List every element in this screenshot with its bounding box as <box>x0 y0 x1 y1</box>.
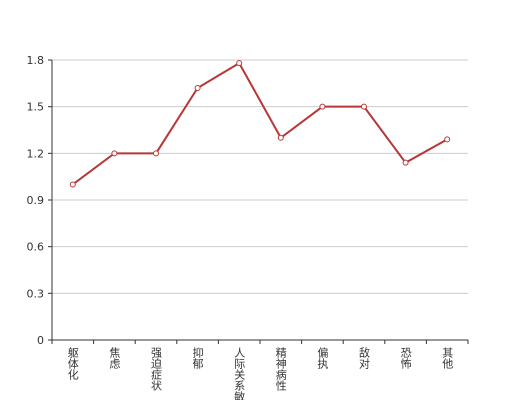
y-tick-label: 1.8 <box>27 54 45 67</box>
x-tick-label: 精神病性 <box>274 347 287 392</box>
y-tick-label: 0 <box>37 334 44 347</box>
x-tick-label: 恐怖 <box>399 347 412 369</box>
point <box>236 60 243 67</box>
point <box>194 85 201 91</box>
x-tick-label: 躯体化 <box>66 347 79 381</box>
point <box>402 159 409 166</box>
line <box>72 61 448 186</box>
x-tick-label: 焦虑 <box>108 347 121 369</box>
point <box>277 134 284 141</box>
y-tick-label: 0.6 <box>27 241 45 254</box>
point <box>111 150 118 157</box>
point <box>444 136 451 143</box>
y-tick-label: 1.2 <box>27 147 45 160</box>
y-tick-label: 0.9 <box>27 194 45 207</box>
point <box>69 181 76 188</box>
x-tick-label: 强迫症状 <box>150 347 163 391</box>
x-tick-label: 偏执 <box>316 346 329 370</box>
x-tick-label: 其他 <box>441 347 454 369</box>
point <box>153 150 159 157</box>
point <box>319 103 326 110</box>
x-tick-label: 敌对 <box>358 346 371 369</box>
x-tick-label: 人际关系敏感 <box>233 347 246 400</box>
y-tick-label: 0.3 <box>27 287 45 300</box>
x-tick-label: 抑郁 <box>191 346 204 369</box>
y-tick-label: 1.5 <box>27 101 45 114</box>
point <box>361 103 367 110</box>
